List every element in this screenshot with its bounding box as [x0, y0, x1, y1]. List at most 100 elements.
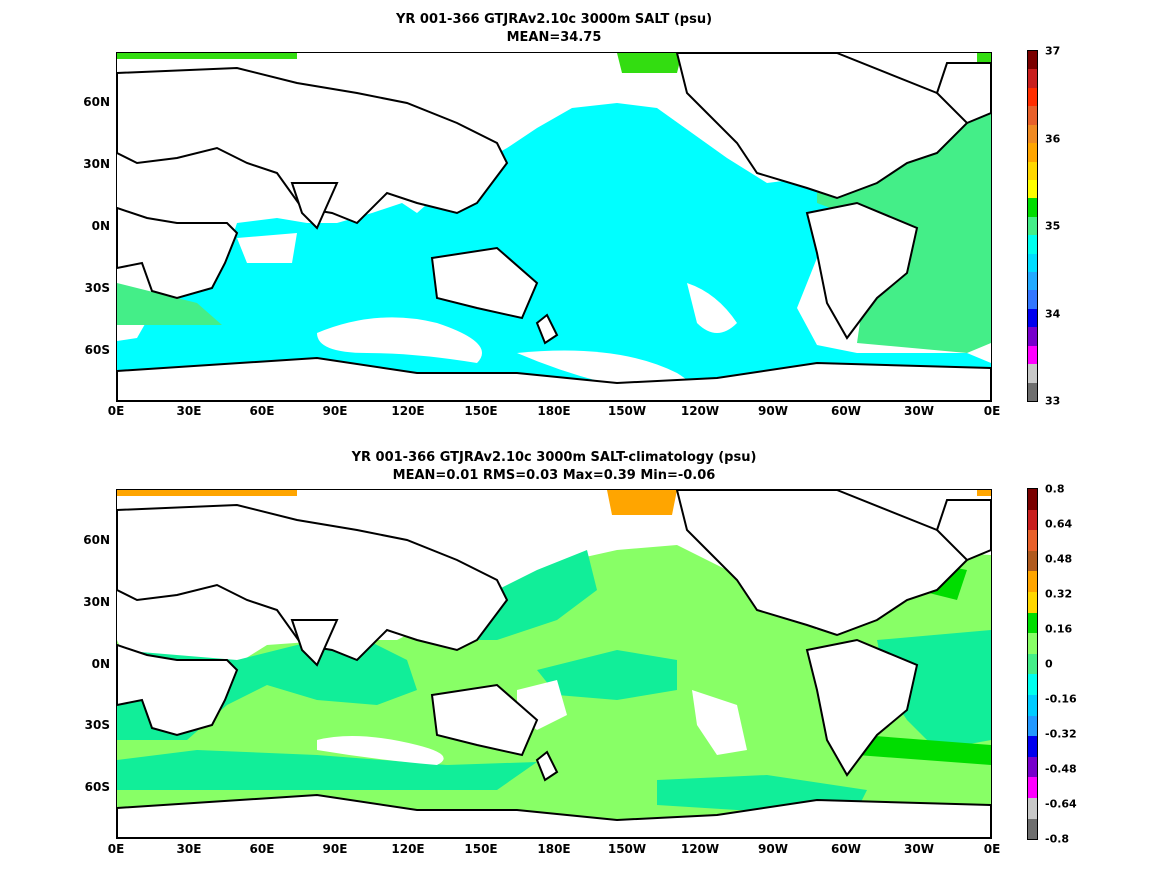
colorbar-tick: 0.64 [1045, 517, 1073, 531]
bottom-chart-subtitle: MEAN=0.01 RMS=0.03 Max=0.39 Min=-0.06 [392, 468, 716, 483]
top-colorbar [1027, 50, 1038, 402]
colorbar-segment [1028, 106, 1037, 125]
colorbar-segment [1028, 777, 1037, 798]
x-tick: 60W [831, 842, 861, 856]
x-tick: 150E [464, 404, 498, 418]
x-tick: 90E [322, 404, 348, 418]
colorbar-segment [1028, 308, 1037, 328]
colorbar-segment [1028, 198, 1037, 217]
x-tick: 90E [322, 842, 348, 856]
x-tick: 150E [464, 842, 498, 856]
colorbar-tick: 0.32 [1045, 587, 1073, 601]
colorbar-segment [1028, 179, 1037, 199]
colorbar-tick: 36 [1045, 132, 1061, 146]
y-tick: 30N [83, 595, 110, 609]
x-tick: 90W [758, 842, 788, 856]
y-tick: 30S [84, 718, 110, 732]
colorbar-tick: -0.16 [1045, 692, 1077, 706]
y-tick: 0N [91, 219, 110, 233]
colorbar-segment [1028, 530, 1037, 551]
x-tick: 180E [537, 842, 571, 856]
arctic-field [117, 53, 297, 59]
colorbar-tick: 35 [1045, 219, 1061, 233]
x-tick: 120W [680, 404, 720, 418]
colorbar-tick: 0.8 [1045, 482, 1065, 496]
x-tick: 30W [904, 404, 934, 418]
coastlines [117, 53, 991, 401]
colorbar-segment [1028, 818, 1037, 840]
colorbar-segment [1028, 591, 1037, 613]
colorbar-segment [1028, 489, 1037, 510]
colorbar-segment [1028, 161, 1037, 180]
x-tick: 0E [983, 404, 1001, 418]
colorbar-segment [1028, 550, 1037, 572]
colorbar-segment [1028, 364, 1037, 383]
x-tick: 0E [107, 404, 125, 418]
bottom-difference-map [116, 489, 992, 839]
x-tick: 120W [680, 842, 720, 856]
y-tick: 30S [84, 281, 110, 295]
colorbar-segment [1028, 382, 1037, 402]
arctic-positive-field [117, 490, 297, 496]
colorbar-tick: -0.48 [1045, 762, 1077, 776]
x-tick: 120E [391, 842, 425, 856]
colorbar-segment [1028, 633, 1037, 654]
colorbar-segment [1028, 674, 1037, 695]
colorbar-tick: -0.8 [1045, 832, 1070, 846]
colorbar-segment [1028, 797, 1037, 819]
colorbar-segment [1028, 272, 1037, 291]
colorbar-tick: 34 [1045, 307, 1061, 321]
x-tick: 180E [537, 404, 571, 418]
colorbar-tick: 0.16 [1045, 622, 1073, 636]
colorbar-segment [1028, 571, 1037, 592]
colorbar-tick: 0 [1045, 657, 1053, 671]
colorbar-segment [1028, 51, 1037, 70]
x-tick: 0E [983, 842, 1001, 856]
colorbar-segment [1028, 612, 1037, 634]
x-tick: 150W [607, 404, 647, 418]
x-tick: 150W [607, 842, 647, 856]
x-tick: 60W [831, 404, 861, 418]
y-tick: 60N [83, 533, 110, 547]
colorbar-tick: 0.48 [1045, 552, 1073, 566]
x-tick: 60E [249, 404, 275, 418]
x-tick: 30W [904, 842, 934, 856]
x-tick: 30E [176, 404, 202, 418]
y-tick: 0N [91, 657, 110, 671]
colorbar-segment [1028, 290, 1037, 309]
colorbar-tick: 33 [1045, 394, 1061, 408]
y-tick: 60S [84, 343, 110, 357]
y-tick: 30N [83, 157, 110, 171]
colorbar-tick: 37 [1045, 44, 1061, 58]
y-tick: 60S [84, 780, 110, 794]
top-chart-subtitle: MEAN=34.75 [506, 30, 602, 45]
colorbar-segment [1028, 736, 1037, 757]
x-tick: 90W [758, 404, 788, 418]
colorbar-segment [1028, 253, 1037, 273]
colorbar-segment [1028, 509, 1037, 531]
colorbar-segment [1028, 69, 1037, 88]
colorbar-segment [1028, 694, 1037, 716]
x-tick: 30E [176, 842, 202, 856]
colorbar-segment [1028, 216, 1037, 236]
bottom-colorbar [1027, 488, 1038, 840]
colorbar-segment [1028, 653, 1037, 675]
x-tick: 120E [391, 404, 425, 418]
colorbar-segment [1028, 327, 1037, 346]
colorbar-segment [1028, 345, 1037, 365]
colorbar-segment [1028, 87, 1037, 107]
bottom-chart-title: YR 001-366 GTJRAv2.10c 3000m SALT-climat… [351, 450, 757, 465]
south-band-field [117, 283, 222, 325]
top-chart-title: YR 001-366 GTJRAv2.10c 3000m SALT (psu) [395, 12, 713, 27]
top-salinity-map [116, 52, 992, 402]
x-tick: 60E [249, 842, 275, 856]
x-tick: 0E [107, 842, 125, 856]
colorbar-segment [1028, 756, 1037, 778]
coastlines [117, 490, 991, 838]
y-tick: 60N [83, 95, 110, 109]
colorbar-segment [1028, 235, 1037, 254]
colorbar-tick: -0.64 [1045, 797, 1077, 811]
colorbar-segment [1028, 715, 1037, 737]
colorbar-segment [1028, 124, 1037, 144]
colorbar-segment [1028, 143, 1037, 162]
